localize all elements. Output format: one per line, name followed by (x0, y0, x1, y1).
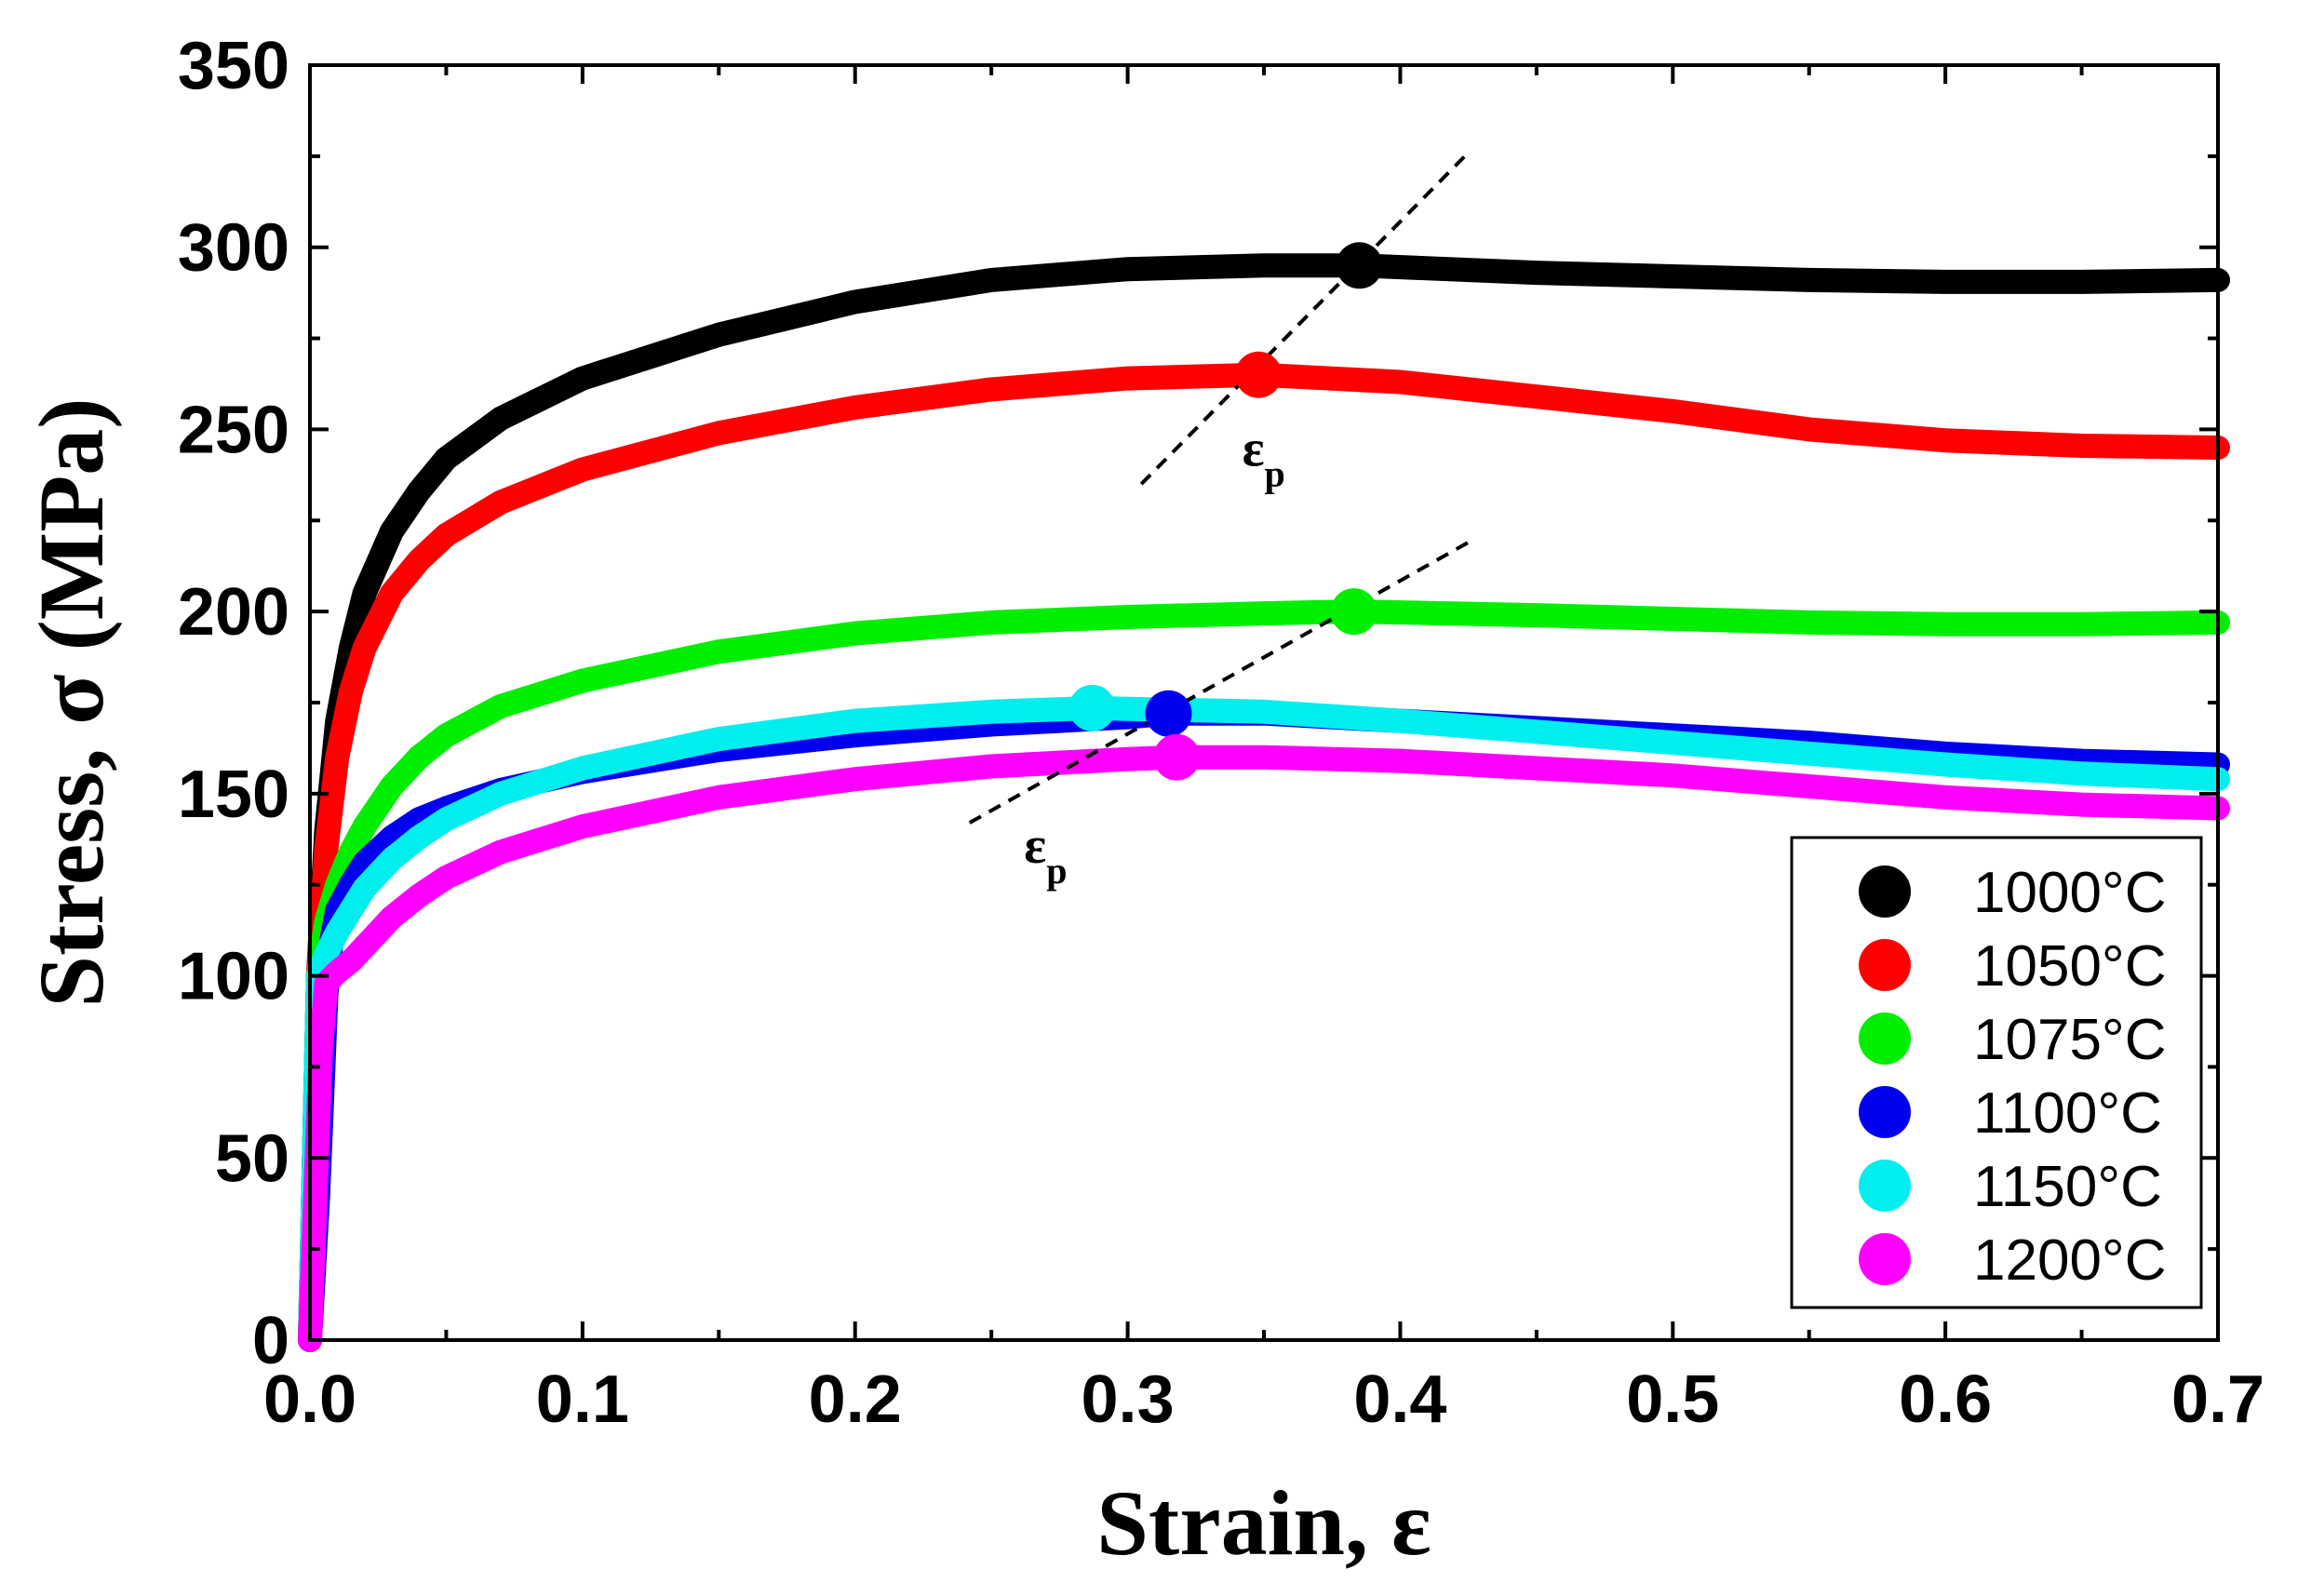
series-line-4 (298, 695, 2230, 1352)
legend-label-2: 1075°C (1973, 1008, 2167, 1072)
x-tick-label-6: 0.6 (1899, 1362, 1992, 1437)
y-tick-label-4: 200 (178, 575, 289, 650)
x-tick-label-5: 0.5 (1626, 1362, 1719, 1437)
x-tick-label-1: 0.1 (536, 1362, 629, 1437)
y-tick-label-5: 250 (178, 393, 289, 467)
peak-strain-label-0: εp (1243, 421, 1285, 495)
y-tick-label-0: 0 (252, 1304, 289, 1378)
axes-layer: 0.0 0.1 0.2 0.3 0.4 0.5 0.6 0.7 0 50 100 150 200 250 3… (20, 29, 2264, 1575)
annotations-layer: εp εp (968, 151, 1471, 892)
series-line-2 (298, 599, 2230, 1352)
peak-marker-3 (1145, 690, 1192, 737)
legend-label-5: 1200°C (1973, 1228, 2167, 1293)
y-tick-label-3: 150 (178, 758, 289, 832)
peaks-layer (1068, 242, 1383, 781)
x-tick-label-0: 0.0 (263, 1362, 356, 1437)
legend-box (1790, 836, 2203, 1309)
y-tick-label-6: 300 (178, 211, 289, 286)
x-axis-title: Strain, ε (1096, 1471, 1431, 1575)
y-axis-title: Stress, σ (MPa) (20, 397, 123, 1007)
legend-marker-2 (1859, 1013, 1911, 1065)
peak-marker-1 (1235, 351, 1283, 398)
x-tick-label-7: 0.7 (2171, 1362, 2264, 1437)
y-tick-label-2: 100 (178, 940, 289, 1014)
legend-marker-5 (1859, 1233, 1911, 1285)
peak-strain-guide-line-0 (1139, 151, 1471, 486)
curves-layer (298, 253, 2230, 1352)
legend-label-1: 1050°C (1973, 934, 2167, 999)
x-tick-label-3: 0.3 (1082, 1362, 1175, 1437)
peak-marker-5 (1153, 733, 1201, 781)
legend-label-4: 1150°C (1973, 1155, 2162, 1219)
legend-label-0: 1000°C (1973, 861, 2167, 925)
series-line-5 (298, 744, 2230, 1352)
y-tick-label-7: 350 (178, 29, 289, 103)
legend-marker-4 (1859, 1160, 1911, 1212)
peak-marker-2 (1330, 588, 1377, 636)
legend-marker-3 (1859, 1086, 1911, 1138)
legend-layer: 1000°C 1050°C 1075°C 1100°C 1150°C 1200°C (1790, 836, 2203, 1309)
x-tick-label-4: 0.4 (1353, 1362, 1446, 1437)
peak-marker-0 (1336, 242, 1383, 289)
x-tick-label-2: 0.2 (809, 1362, 902, 1437)
peak-strain-guide-line-1 (968, 541, 1470, 825)
series-line-1 (298, 362, 2230, 1352)
y-tick-label-1: 50 (215, 1121, 289, 1196)
peak-marker-4 (1068, 684, 1116, 731)
legend-marker-0 (1859, 865, 1911, 918)
peak-strain-label-1: εp (1024, 817, 1067, 892)
legend-label-3: 1100°C (1973, 1081, 2162, 1146)
legend-marker-1 (1859, 939, 1911, 991)
